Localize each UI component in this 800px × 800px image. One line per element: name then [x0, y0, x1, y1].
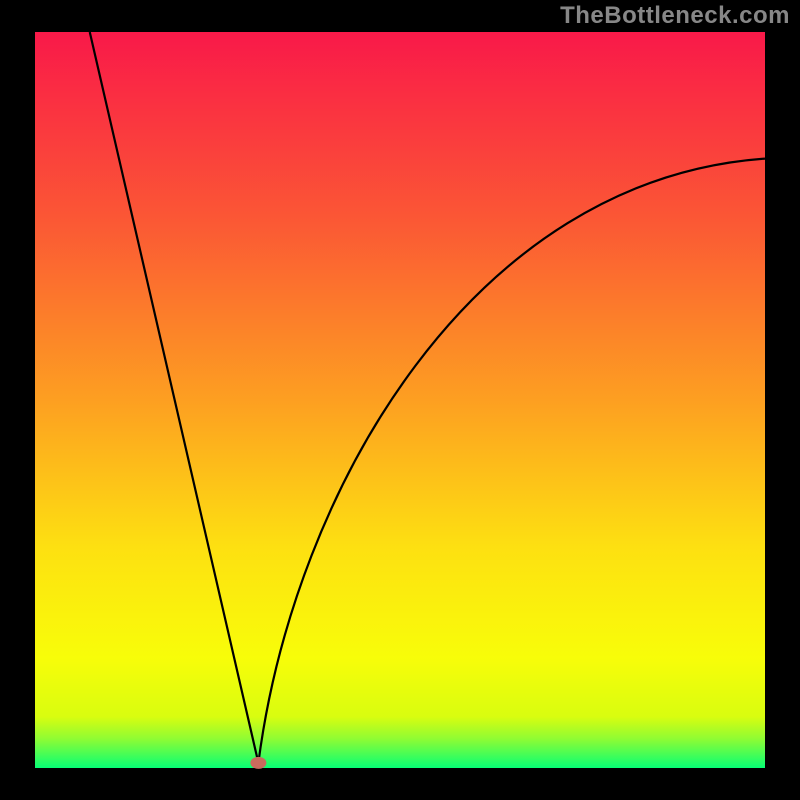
bottleneck-curve: [90, 32, 765, 763]
dip-marker: [250, 757, 266, 769]
watermark-label: TheBottleneck.com: [560, 2, 790, 30]
plot-svg: [35, 32, 765, 768]
plot-area: [35, 32, 765, 768]
chart-frame: TheBottleneck.com: [0, 0, 800, 800]
